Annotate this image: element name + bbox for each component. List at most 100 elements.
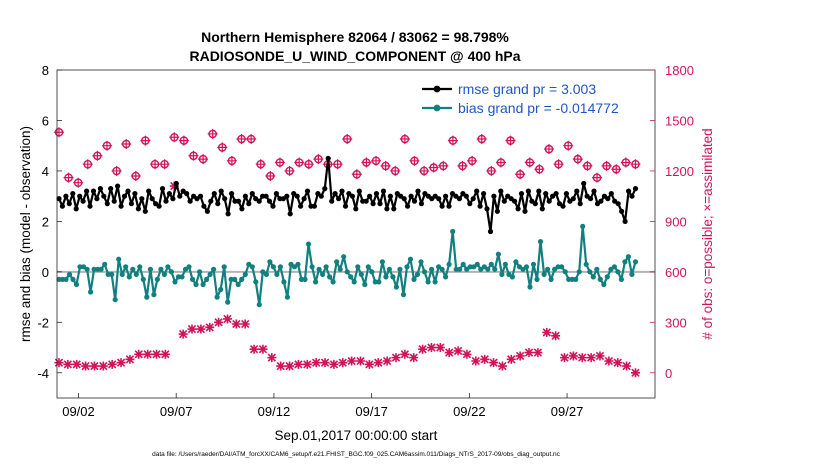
- assimilated-marker: [169, 181, 179, 191]
- rmse-point: [329, 198, 335, 204]
- possible-point: [371, 155, 382, 166]
- bias-point: [523, 264, 530, 270]
- bias-point: [281, 279, 287, 285]
- possible-marker-cross: [495, 157, 506, 168]
- rmse-point: [239, 206, 245, 212]
- assimilated-point: [480, 354, 490, 364]
- rmse-point: [439, 203, 445, 209]
- possible-point: [419, 165, 430, 176]
- assimilated-marker: [400, 349, 410, 359]
- possible-point: [274, 157, 285, 168]
- rmse-point: [415, 188, 421, 194]
- y-axis-label: rmse and bias (model - observation): [18, 126, 33, 342]
- assimilated-marker: [338, 358, 348, 368]
- assimilated-marker: [613, 358, 623, 368]
- right-y-axis: 0 300 600 900 1200 1500 1800: [650, 63, 694, 381]
- possible-marker-cross: [140, 135, 151, 146]
- rmse-point: [139, 196, 145, 202]
- assimilated-marker: [480, 354, 490, 364]
- assimilated-point: [125, 354, 135, 364]
- bias-point: [383, 274, 389, 280]
- possible-marker-cross: [101, 140, 112, 151]
- possible-point: [409, 155, 420, 166]
- rmse-point: [405, 203, 411, 209]
- assimilated-point: [524, 348, 534, 358]
- rmse-point: [608, 191, 614, 197]
- assimilated-point: [311, 358, 321, 368]
- rmse-point: [156, 203, 162, 209]
- rmse-point: [591, 188, 597, 194]
- bias-point: [580, 223, 586, 229]
- left-y-tick-label: 4: [42, 164, 49, 179]
- rmse-series: [56, 155, 639, 235]
- chart-title: Northern Hemisphere 82064 / 83062 = 98.7…: [201, 29, 509, 45]
- assimilated-point: [506, 354, 516, 364]
- possible-marker-cross: [419, 165, 430, 176]
- assimilated-marker: [560, 353, 570, 363]
- assimilated-point: [214, 317, 224, 327]
- bias-point: [439, 266, 445, 272]
- bias-point: [495, 251, 501, 257]
- assimilated-point: [622, 361, 632, 371]
- assimilated-marker: [302, 359, 312, 369]
- possible-point: [284, 165, 295, 176]
- chart-subtitle: RADIOSONDE_U_WIND_COMPONENT @ 400 hPa: [189, 48, 520, 64]
- possible-marker-cross: [73, 177, 84, 188]
- bias-point: [102, 261, 108, 267]
- possible-point: [255, 159, 266, 170]
- assimilated-point: [418, 344, 428, 354]
- rmse-point: [70, 191, 76, 197]
- bias-point: [537, 239, 544, 245]
- assimilated-point: [276, 361, 286, 371]
- possible-marker-cross: [572, 154, 583, 165]
- possible-marker-cross: [284, 165, 295, 176]
- possible-marker-cross: [236, 133, 247, 144]
- possible-marker-cross: [313, 154, 324, 165]
- assimilated-marker: [72, 359, 82, 369]
- rmse-point: [132, 191, 138, 197]
- possible-marker-cross: [169, 132, 180, 143]
- assimilated-marker: [285, 361, 295, 371]
- bias-point: [263, 271, 269, 277]
- possible-point: [572, 154, 583, 165]
- rmse-point: [77, 193, 83, 199]
- possible-marker-cross: [486, 165, 497, 176]
- bias-series: [56, 223, 639, 308]
- assimilated-point: [595, 351, 605, 361]
- rmse-point: [173, 180, 179, 187]
- bias-point: [344, 269, 350, 275]
- assimilated-series: [54, 181, 640, 378]
- assimilated-marker: [81, 361, 91, 371]
- rmse-point: [218, 188, 224, 194]
- possible-marker-cross: [505, 135, 516, 146]
- bias-point: [457, 266, 463, 272]
- possible-point: [438, 160, 449, 171]
- possible-point: [130, 170, 141, 181]
- bias-point: [622, 259, 628, 265]
- possible-marker-cross: [294, 157, 305, 168]
- rmse-point: [108, 186, 114, 192]
- assimilated-point: [152, 349, 162, 359]
- assimilated-marker: [604, 356, 614, 366]
- bias-point: [168, 269, 174, 275]
- bias-point: [358, 271, 364, 277]
- assimilated-point: [515, 351, 525, 361]
- rmse-point: [525, 188, 532, 194]
- assimilated-point: [302, 359, 312, 369]
- possible-point: [620, 157, 631, 168]
- bias-point: [66, 271, 73, 277]
- possible-marker-cross: [380, 160, 391, 171]
- assimilated-marker: [116, 358, 126, 368]
- assimilated-point: [258, 344, 268, 354]
- rmse-point: [626, 188, 632, 194]
- possible-marker-cross: [332, 159, 343, 170]
- bias-point: [369, 269, 375, 275]
- bias-point: [116, 256, 122, 262]
- assimilated-marker: [258, 344, 268, 354]
- possible-point: [313, 154, 324, 165]
- rmse-point: [543, 191, 549, 197]
- assimilated-marker: [347, 356, 357, 366]
- bias-point: [446, 261, 452, 267]
- rmse-point: [518, 191, 525, 197]
- bias-point: [450, 228, 456, 235]
